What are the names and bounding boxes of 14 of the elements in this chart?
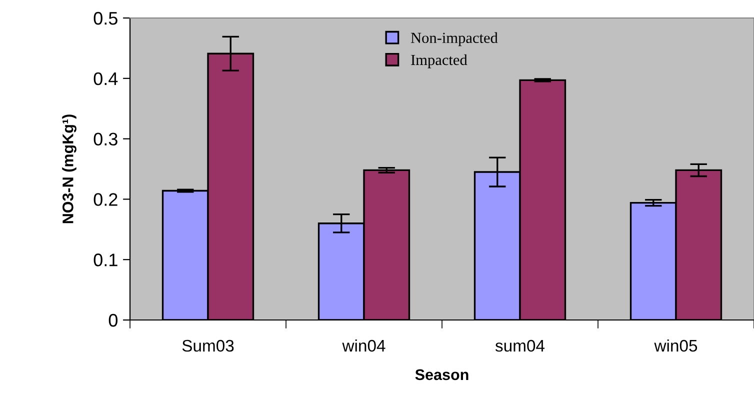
x-axis-title: Season [415,369,468,380]
legend-label: Impacted [411,54,468,68]
x-tick-label: sum04 [495,340,545,352]
y-tick-label: 0.2 [94,193,118,206]
legend-label: Non-impacted [410,32,498,46]
y-tick-label: 0.4 [94,72,118,86]
y-tick-label: 0.3 [94,132,118,146]
y-tick-label: 0 [108,314,118,327]
y-tick-label: 0.1 [94,254,118,266]
y-axis-title: NO3-N (mgKg¹) [62,114,76,224]
x-tick-label: win04 [342,339,386,352]
x-tick-label: Sum03 [182,340,234,352]
x-tick-label: win05 [654,339,698,352]
y-tick-label: 0.5 [94,12,118,25]
